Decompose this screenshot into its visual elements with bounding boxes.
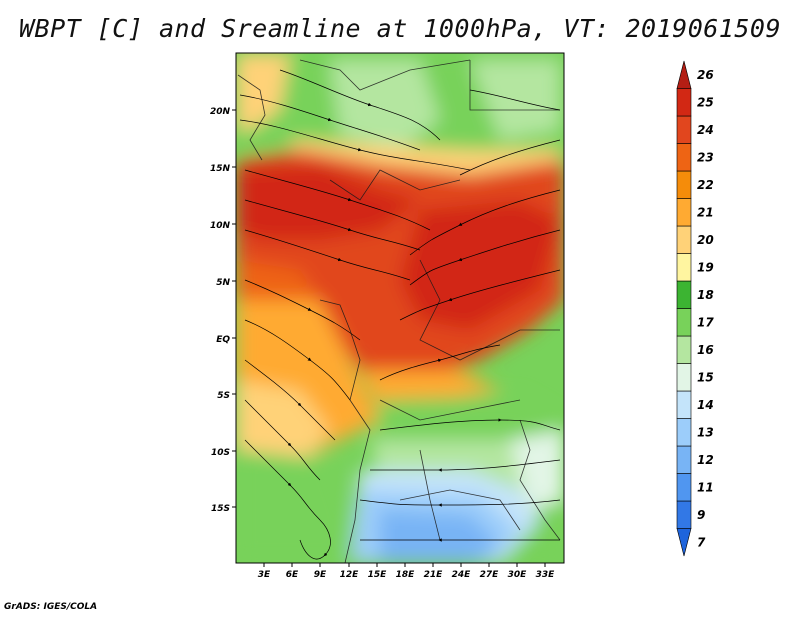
wbpt-shading — [236, 53, 564, 563]
lat-label: 10N — [210, 221, 231, 231]
colorbar-label: 20 — [697, 233, 714, 247]
colorbar-label: 23 — [697, 150, 714, 164]
lat-label: 15N — [210, 164, 231, 174]
footer-credit: GrADS: IGES/COLA — [4, 602, 98, 612]
colorbar: 7 9 11 12 13 14 15 16 17 18 19 20 21 22 23 24 25 26 — [676, 60, 714, 557]
colorbar-label: 11 — [697, 480, 714, 494]
map-frame — [235, 52, 565, 564]
colorbar-bin — [676, 280, 692, 309]
lat-label: 5N — [216, 278, 230, 288]
lon-label: 21E — [424, 570, 444, 580]
lon-label: 33E — [536, 570, 556, 580]
lat-axis: 20N 15N 10N 5N EQ 5S 10S 15S — [210, 107, 236, 514]
colorbar-bin — [676, 60, 692, 89]
colorbar-label: 21 — [697, 205, 714, 219]
colorbar-bin — [676, 500, 692, 529]
colorbar-label: 26 — [697, 68, 714, 82]
colorbar-bin — [676, 418, 692, 447]
colorbar-label: 19 — [697, 260, 714, 274]
colorbar-bin — [676, 528, 692, 557]
lon-axis: 3E 6E 9E 12E 15E 18E 21E 24E 27E 30E 33E — [258, 563, 555, 580]
lon-label: 24E — [452, 570, 472, 580]
colorbar-label: 17 — [697, 315, 714, 329]
colorbar-bin — [676, 335, 692, 364]
colorbar-label: 16 — [697, 343, 714, 357]
lon-label: 12E — [340, 570, 360, 580]
lon-label: 27E — [480, 570, 500, 580]
colorbar-label: 15 — [697, 370, 714, 384]
colorbar-bin — [676, 363, 692, 392]
colorbar-bin — [676, 308, 692, 337]
colorbar-bin — [676, 88, 692, 117]
lat-label: 15S — [211, 504, 230, 514]
colorbar-label: 7 — [697, 535, 706, 549]
map-title: WBPT [C] and Sreamline at 1000hPa, VT: 2… — [18, 14, 781, 43]
lat-label: EQ — [216, 335, 230, 345]
colorbar-label: 25 — [697, 95, 714, 109]
colorbar-label: 24 — [697, 123, 714, 137]
colorbar-bin — [676, 143, 692, 172]
colorbar-label: 12 — [697, 453, 714, 467]
lon-label: 9E — [314, 570, 327, 580]
colorbar-label: 14 — [697, 398, 714, 412]
lon-label: 15E — [368, 570, 388, 580]
colorbar-bin — [676, 390, 692, 419]
colorbar-bin — [676, 225, 692, 254]
colorbar-bin — [676, 115, 692, 144]
colorbar-bin — [676, 473, 692, 502]
lon-label: 6E — [286, 570, 299, 580]
lat-label: 20N — [210, 107, 231, 117]
colorbar-bin — [676, 445, 692, 474]
lat-label: 10S — [211, 448, 230, 458]
lon-label: 18E — [396, 570, 416, 580]
lon-label: 3E — [258, 570, 271, 580]
colorbar-bin — [676, 253, 692, 282]
colorbar-label: 22 — [697, 178, 714, 192]
colorbar-bin — [676, 198, 692, 227]
colorbar-label: 9 — [697, 508, 705, 522]
colorbar-label: 18 — [697, 288, 714, 302]
lat-label: 5S — [217, 391, 230, 401]
lon-label: 30E — [508, 570, 528, 580]
colorbar-label: 13 — [697, 425, 714, 439]
colorbar-bin — [676, 170, 692, 199]
